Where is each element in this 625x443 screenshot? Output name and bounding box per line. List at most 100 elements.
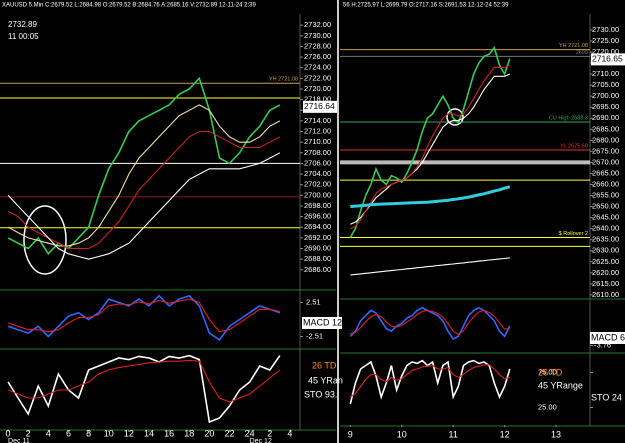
highlight-circle xyxy=(446,108,464,126)
series-line xyxy=(7,298,281,333)
y-tick-label: 2710.00 xyxy=(592,69,619,78)
series-line xyxy=(7,104,281,247)
series-line xyxy=(350,309,510,335)
annotation: 2732.89 xyxy=(8,20,37,29)
y-tick-label: 2690.00 xyxy=(304,244,331,253)
x-tick-label: 12 xyxy=(124,428,134,438)
x-tick-label: 16 xyxy=(164,428,174,438)
series-line xyxy=(349,306,511,341)
y-tick-label: 2688.00 xyxy=(304,254,331,263)
y-tick-label: 2728.00 xyxy=(304,41,331,50)
y-tick-label: 2620.00 xyxy=(592,268,619,277)
y-tick-label: 2675.00 xyxy=(592,146,619,155)
y-tick-label: 2720.00 xyxy=(304,84,331,93)
y-tick-label: 2680.00 xyxy=(592,135,619,144)
x-date-label: Dec 11 xyxy=(8,438,30,443)
y-tick-label: 2660.00 xyxy=(592,179,619,188)
panel-label: 26 TD xyxy=(312,360,337,370)
y-tick-label: 2698.00 xyxy=(304,201,331,210)
annotation: 11 00:05 xyxy=(8,32,39,41)
y-tick-label: 2615.00 xyxy=(592,279,619,288)
label-box xyxy=(590,332,625,344)
y-tick-label: 25.00 xyxy=(538,402,557,411)
y-tick-label: -3.76 xyxy=(594,341,611,350)
plots: XAUUSD 5.Min C:2679.52 L:2684.98 O:2679.… xyxy=(0,3,625,443)
series-line xyxy=(349,364,510,398)
y-tick-label: 2722.00 xyxy=(304,73,331,82)
series-line xyxy=(7,359,281,403)
last-price-label: 2716.64 xyxy=(304,101,335,111)
x-tick-label: 10 xyxy=(104,428,114,438)
y-tick-label: 2700.00 xyxy=(304,190,331,199)
x-tick-label: 24 xyxy=(245,428,255,438)
y-tick-label: 75.00 xyxy=(538,367,557,376)
panel-label: 45 YRange xyxy=(538,380,583,390)
x-tick-label: 4 xyxy=(46,428,51,438)
y-tick-label: 2720.00 xyxy=(592,47,619,56)
x-tick-label: 18 xyxy=(184,428,194,438)
panel-label: MACD 6 xyxy=(591,332,625,342)
y-tick-label: -2.51 xyxy=(306,332,323,341)
y-tick-label: 2665.00 xyxy=(592,168,619,177)
series-line xyxy=(7,152,281,260)
y-tick-label: 2730.00 xyxy=(304,31,331,40)
x-tick-label: 2 xyxy=(26,428,31,438)
y-tick-label: 2692.00 xyxy=(304,233,331,242)
level-label: YH 2721.08 xyxy=(269,77,298,83)
x-tick-label: 11 xyxy=(448,429,457,439)
y-tick-label: 2710.00 xyxy=(304,137,331,146)
y-tick-label: 2625.00 xyxy=(592,257,619,266)
y-tick-label: 2630.00 xyxy=(592,246,619,255)
level-label: 2699 xyxy=(576,50,588,56)
level-label: YL 2675.60 xyxy=(560,143,588,149)
panel-label: MACD 12 xyxy=(303,317,342,327)
y-tick-label: 2685.00 xyxy=(592,124,619,133)
y-tick-label: 2655.00 xyxy=(592,191,619,200)
y-tick-label: 2705.00 xyxy=(592,80,619,89)
level-label: $ Rollover 2 xyxy=(559,231,588,237)
x-tick-label: 14 xyxy=(144,428,154,438)
y-tick-label: 2695.00 xyxy=(592,102,619,111)
y-tick-label: 2718.00 xyxy=(304,95,331,104)
y-tick-label: 2700.00 xyxy=(592,91,619,100)
y-tick-label: 2.51 xyxy=(306,297,321,306)
y-tick-label: 2724.00 xyxy=(304,63,331,72)
y-tick-label: 2635.00 xyxy=(592,235,619,244)
y-tick-label: 2694.00 xyxy=(304,222,331,231)
series-line xyxy=(7,76,281,256)
y-tick-label: 2714.00 xyxy=(304,116,331,125)
y-tick-label: 2670.00 xyxy=(592,157,619,166)
level-label: CU High 2688.3 xyxy=(549,115,588,121)
panel-label: STO 24 xyxy=(591,392,622,402)
y-tick-label: 2645.00 xyxy=(592,213,619,222)
last-price-label: 2716.65 xyxy=(592,54,623,64)
x-tick-label: 2 xyxy=(267,428,272,438)
series-line xyxy=(349,45,511,238)
x-tick-label: 0 xyxy=(6,428,11,438)
x-tick-label: 22 xyxy=(225,428,235,438)
panel-label: 45 YRan xyxy=(308,375,343,385)
series-line xyxy=(350,185,511,209)
panel-label: STO 93. xyxy=(304,389,337,399)
y-tick-label: 2732.00 xyxy=(304,20,331,29)
series-line xyxy=(350,64,511,230)
chart-header: XAUUSD 5.Min C:2679.52 L:2684.98 O:2679.… xyxy=(2,3,257,9)
series-line xyxy=(350,73,511,225)
x-tick-label: 9 xyxy=(348,429,353,439)
x-tick-label: 8 xyxy=(86,428,91,438)
y-tick-label: 2725.00 xyxy=(592,36,619,45)
chart-header: 56 H:2725.97 L:2699.79 O:2717.16 S:2691.… xyxy=(343,3,509,9)
level-label: YH 2721.08 xyxy=(559,43,588,49)
panel-label: 26 TD xyxy=(538,367,563,377)
y-tick-label: 2726.00 xyxy=(304,52,331,61)
y-tick-label: 2712.00 xyxy=(304,127,331,136)
y-tick-label: 2640.00 xyxy=(592,224,619,233)
label-box xyxy=(302,317,342,329)
x-tick-label: 6 xyxy=(66,428,71,438)
x-tick-label: 13 xyxy=(551,429,561,439)
y-tick-label: 2650.00 xyxy=(592,202,619,211)
y-tick-label: 2702.00 xyxy=(304,180,331,189)
series-line xyxy=(349,359,511,405)
y-tick-label: 2696.00 xyxy=(304,212,331,221)
